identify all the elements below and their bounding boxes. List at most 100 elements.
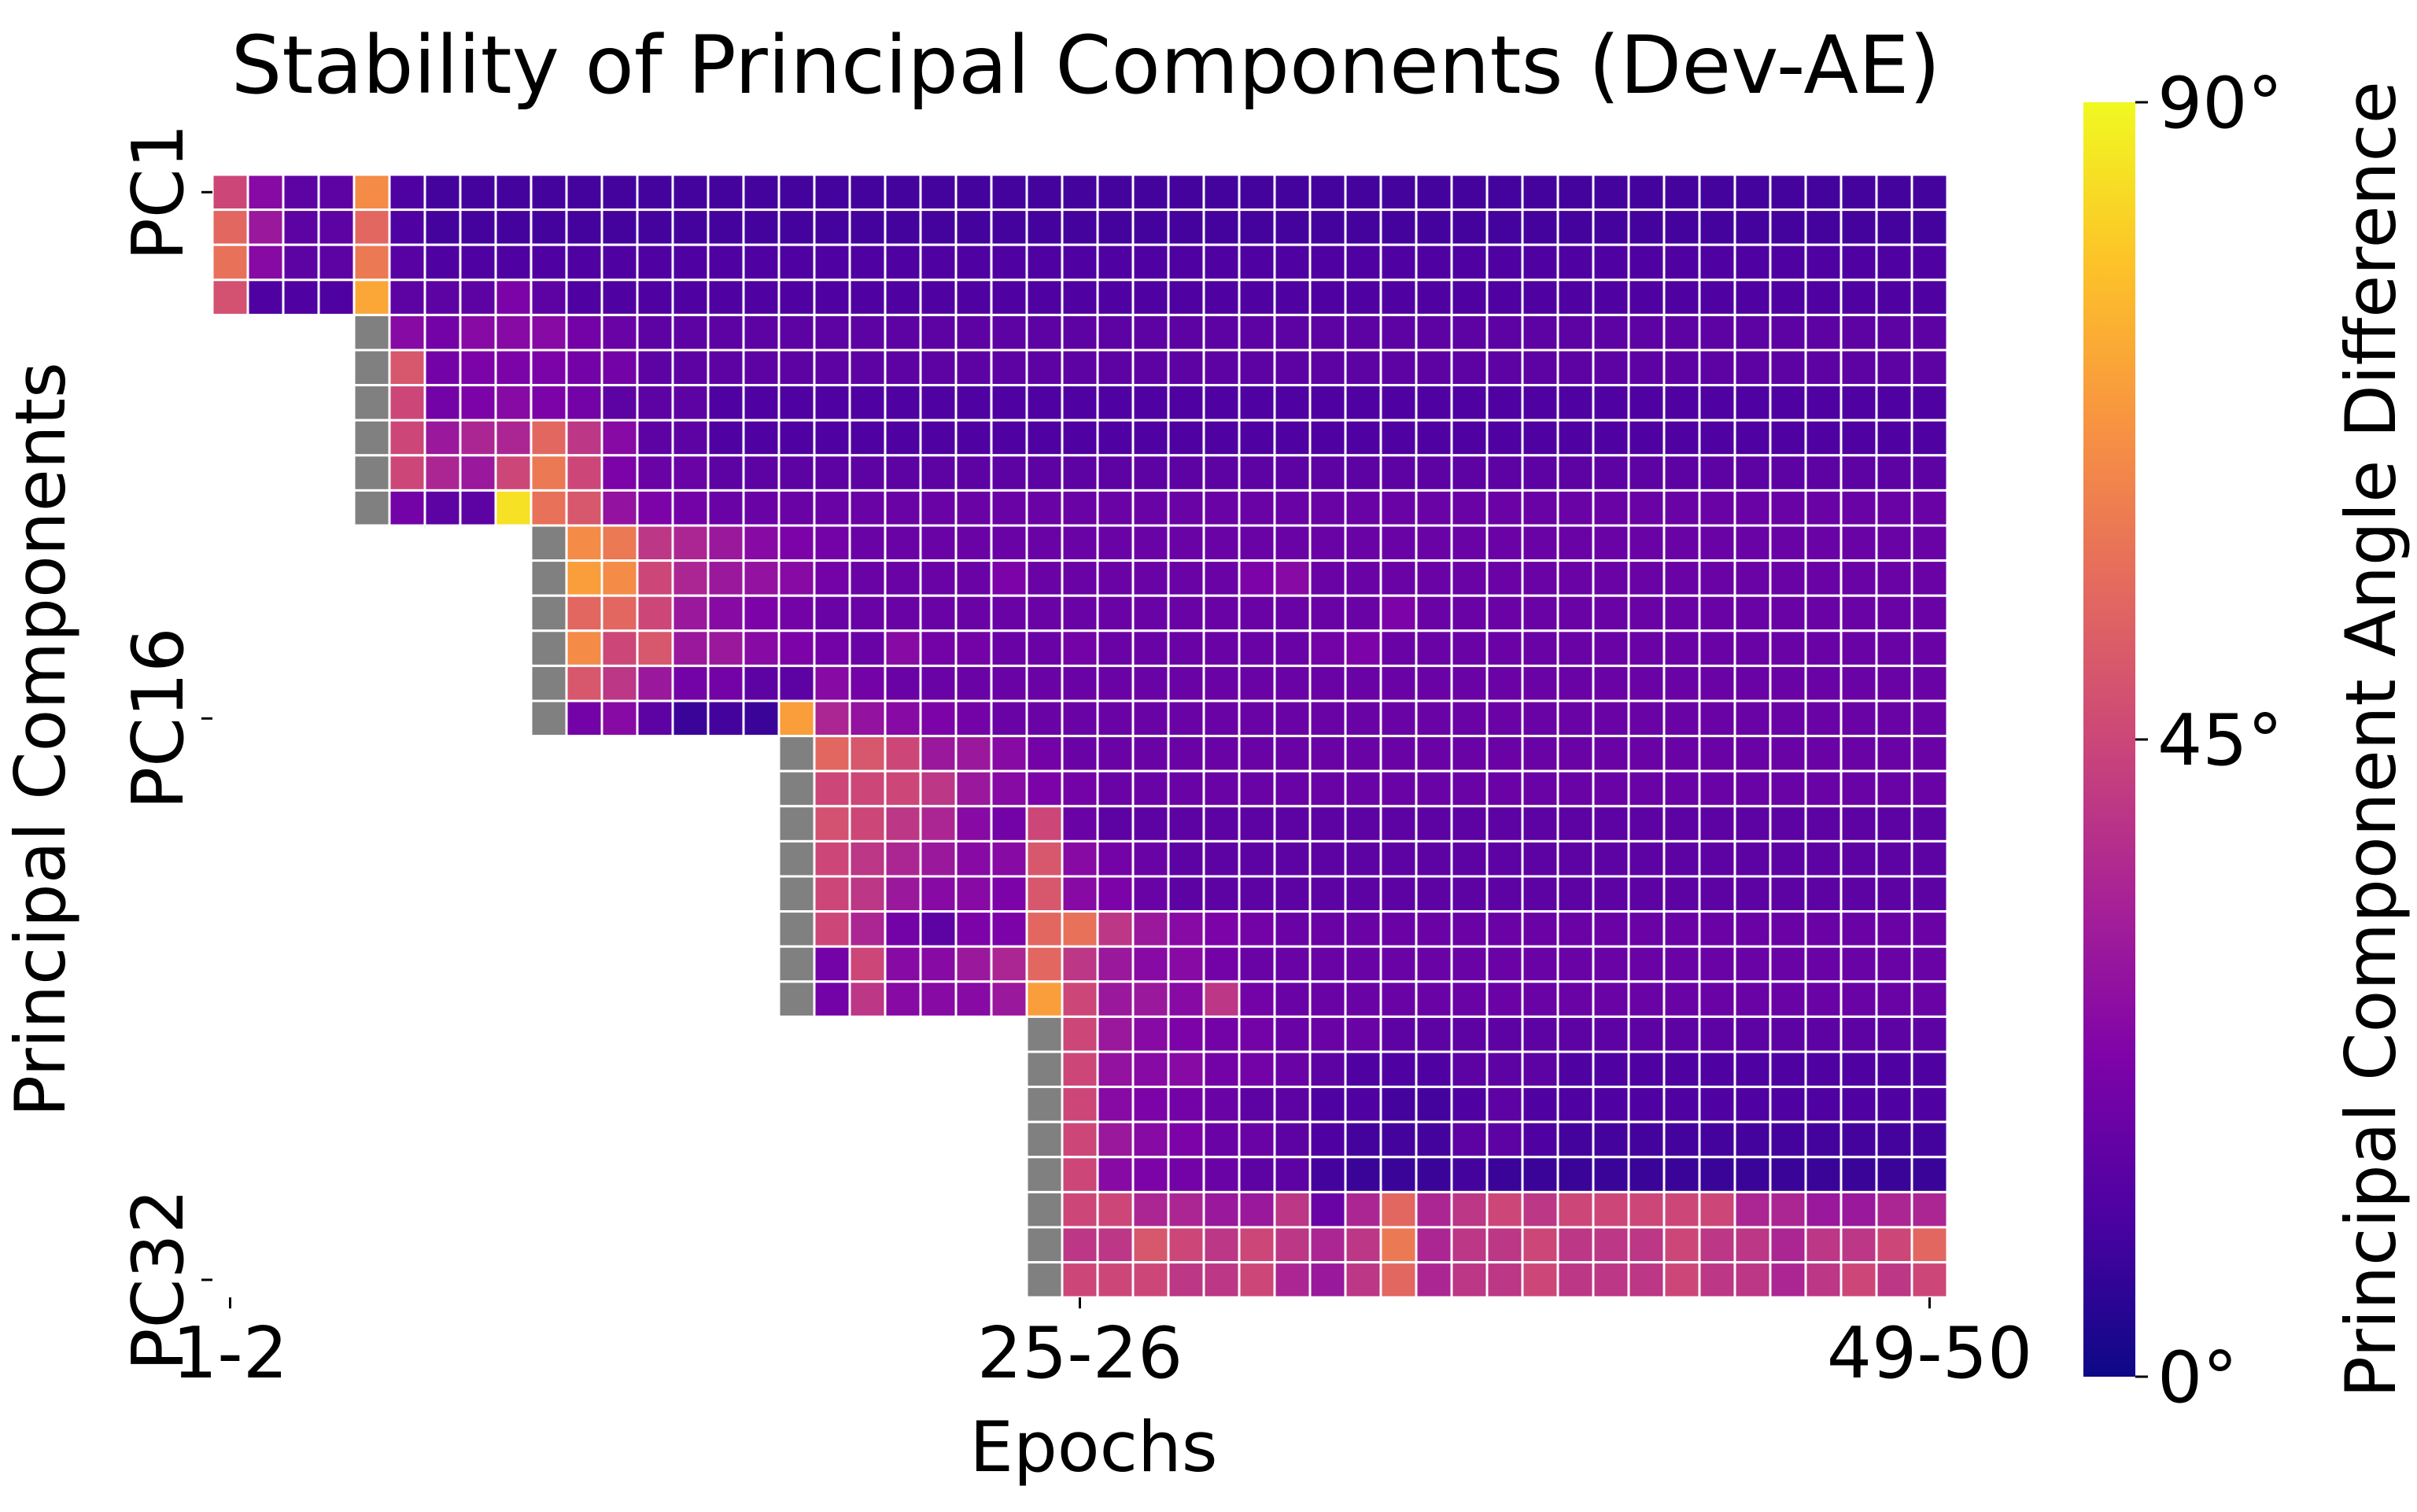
heatmap-cell <box>919 313 958 352</box>
heatmap-cell <box>813 875 851 913</box>
heatmap-cell <box>1308 1190 1347 1229</box>
heatmap-cell <box>1131 348 1170 387</box>
heatmap-cell <box>1096 839 1135 878</box>
heatmap-cell <box>1698 1226 1736 1264</box>
heatmap-cell <box>884 980 922 1018</box>
heatmap-cell <box>1592 1156 1630 1193</box>
heatmap-cell <box>1061 489 1099 527</box>
heatmap-cell <box>777 489 816 527</box>
heatmap-cell <box>352 278 391 316</box>
heatmap-cell <box>1662 1086 1701 1123</box>
heatmap-cell <box>530 559 568 597</box>
heatmap-cell <box>1733 384 1772 422</box>
heatmap-cell <box>1273 839 1312 878</box>
heatmap-cell <box>954 735 993 773</box>
heatmap-cell <box>1627 875 1666 913</box>
heatmap-cell <box>954 664 993 703</box>
heatmap-cell <box>565 664 603 703</box>
heatmap-cell <box>707 699 745 738</box>
heatmap-cell <box>954 524 993 562</box>
heatmap-cell <box>1592 769 1630 808</box>
heatmap-cell <box>1627 629 1666 667</box>
heatmap-cell <box>1202 629 1241 667</box>
heatmap-cell <box>884 805 922 843</box>
x-tick-label: 49-50 <box>1827 1312 2033 1395</box>
heatmap-cell <box>1804 524 1843 562</box>
heatmap-cell <box>1485 594 1524 632</box>
heatmap-cell <box>1627 1050 1666 1089</box>
heatmap-cell <box>1627 805 1666 843</box>
heatmap-cell <box>1698 1190 1736 1229</box>
heatmap-cell <box>848 875 887 913</box>
heatmap-cell <box>1698 348 1736 387</box>
x-tick-label: 25-26 <box>977 1312 1183 1395</box>
heatmap-cell <box>1556 910 1595 948</box>
heatmap-cell <box>1344 559 1382 597</box>
heatmap-cell <box>1662 173 1701 212</box>
heatmap-cell <box>777 945 816 983</box>
heatmap-cell <box>1308 559 1347 597</box>
heatmap-cell <box>1556 1226 1595 1264</box>
heatmap-cell <box>1238 1120 1276 1159</box>
heatmap-cell <box>1840 1261 1878 1299</box>
heatmap-cell <box>707 559 745 597</box>
heatmap-cell <box>1450 629 1489 667</box>
heatmap-cell <box>352 243 391 282</box>
heatmap-cell <box>1238 839 1276 878</box>
heatmap-cell <box>1061 348 1099 387</box>
heatmap-cell <box>1875 1261 1913 1299</box>
heatmap-cell <box>1238 1156 1276 1193</box>
heatmap-cell <box>246 243 285 282</box>
heatmap-cell <box>423 278 462 316</box>
heatmap-cell <box>884 419 922 457</box>
heatmap-cell <box>1131 875 1170 913</box>
heatmap-cell <box>813 313 851 352</box>
heatmap-cell <box>459 489 497 527</box>
heatmap-cell <box>1662 1156 1701 1193</box>
heatmap-cell <box>1627 1190 1666 1229</box>
heatmap-cell <box>742 348 780 387</box>
heatmap-cell <box>1733 664 1772 703</box>
heatmap-cell <box>1556 1156 1595 1193</box>
heatmap-cell <box>1379 839 1418 878</box>
heatmap-cell <box>1733 278 1772 316</box>
heatmap-cell <box>1415 1050 1453 1089</box>
heatmap-cell <box>1769 980 1807 1018</box>
heatmap-cell <box>1096 664 1135 703</box>
heatmap-cell <box>1096 313 1135 352</box>
heatmap-cell <box>1379 1050 1418 1089</box>
heatmap-cell <box>1061 1050 1099 1089</box>
heatmap-cell <box>919 699 958 738</box>
heatmap-cell <box>1450 699 1489 738</box>
heatmap-cell <box>1804 559 1843 597</box>
heatmap-cell <box>1061 313 1099 352</box>
heatmap-cell <box>1627 489 1666 527</box>
heatmap-cell <box>1769 875 1807 913</box>
heatmap-cell <box>919 173 958 212</box>
heatmap-cell <box>1344 594 1382 632</box>
heatmap-cell <box>777 313 816 352</box>
heatmap-cell <box>1096 594 1135 632</box>
heatmap-cell <box>1556 278 1595 316</box>
heatmap-cell <box>1238 173 1276 212</box>
heatmap-cell <box>600 278 639 316</box>
heatmap-cell <box>423 313 462 352</box>
heatmap-cell <box>1556 524 1595 562</box>
colorbar-label: Principal Component Angle Difference <box>2330 81 2411 1398</box>
heatmap-cell <box>884 208 922 246</box>
heatmap-cell <box>1273 1086 1312 1123</box>
heatmap-cell <box>1273 419 1312 457</box>
heatmap-cell <box>813 208 851 246</box>
heatmap-cell <box>1167 173 1205 212</box>
heatmap-cell <box>1840 384 1878 422</box>
heatmap-cell <box>600 629 639 667</box>
heatmap-cell <box>1096 1120 1135 1159</box>
heatmap-cell <box>1769 1226 1807 1264</box>
heatmap-cell <box>1804 769 1843 808</box>
heatmap-cell <box>1379 1086 1418 1123</box>
heatmap-cell <box>1840 1015 1878 1053</box>
heatmap-cell <box>1344 1156 1382 1193</box>
heatmap-cell <box>1627 243 1666 282</box>
heatmap-cell <box>1167 243 1205 282</box>
heatmap-cell <box>1238 875 1276 913</box>
